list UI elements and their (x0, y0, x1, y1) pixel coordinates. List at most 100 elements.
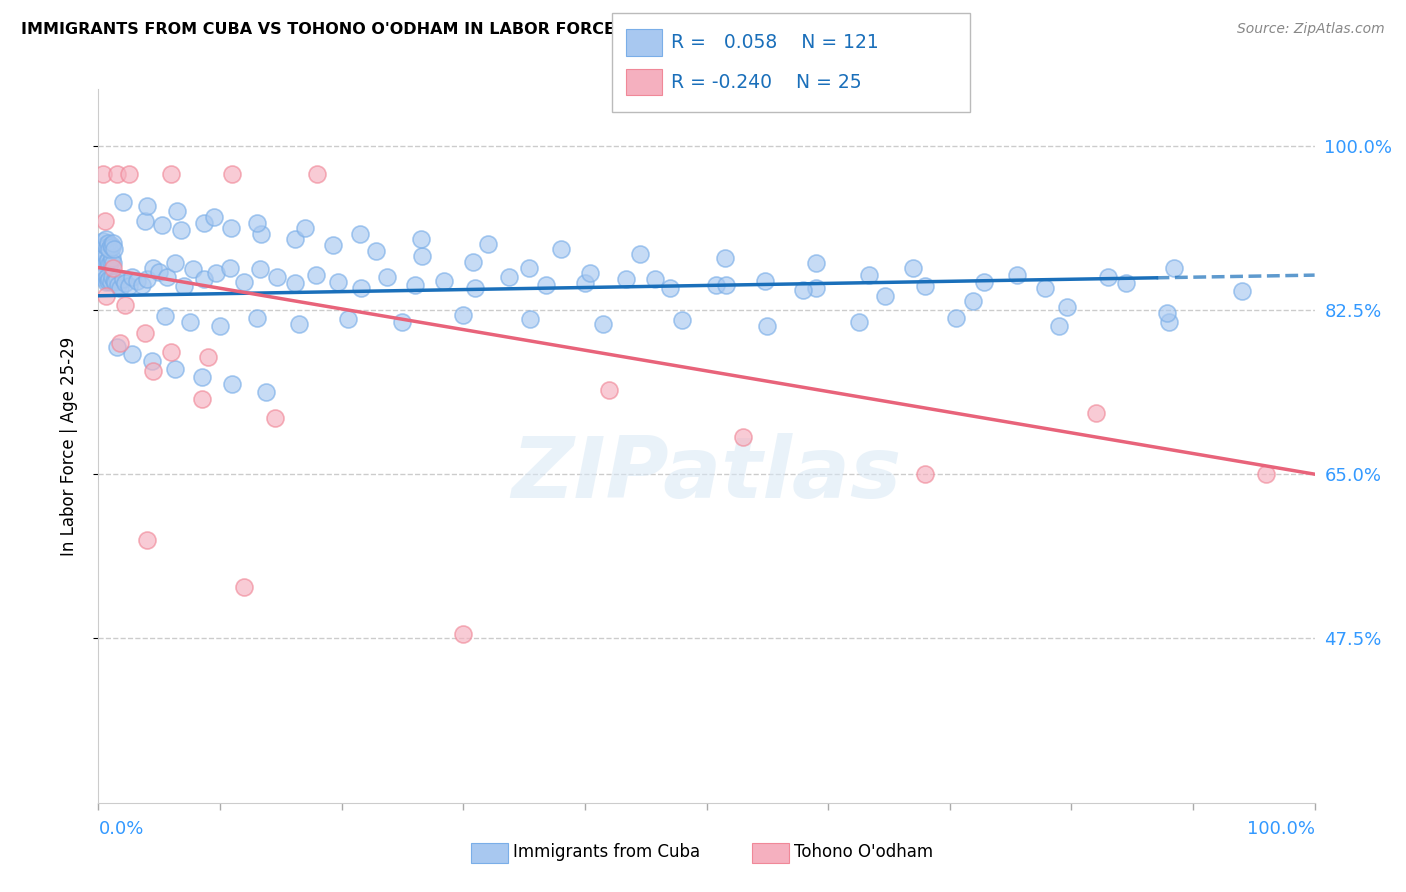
Point (103, 242, 125, 256)
Point (284, 232, 307, 246)
Point (96, 240, 118, 254)
Text: Tohono O'odham: Tohono O'odham (794, 843, 934, 861)
Point (209, 318, 232, 333)
Point (659, 281, 682, 295)
Point (94, 249, 117, 263)
Point (93, 213, 115, 227)
Point (305, 268, 328, 282)
Point (498, 270, 520, 285)
Point (118, 279, 141, 293)
Point (160, 167, 183, 181)
Point (409, 232, 432, 246)
Text: Source: ZipAtlas.com: Source: ZipAtlas.com (1237, 22, 1385, 37)
Point (375, 270, 398, 285)
Point (756, 318, 779, 333)
Point (858, 268, 880, 282)
Point (1254, 467, 1277, 482)
Point (1005, 268, 1028, 282)
Point (614, 272, 637, 286)
Point (461, 255, 484, 269)
Point (148, 265, 170, 279)
Point (105, 167, 128, 181)
Point (1033, 281, 1056, 295)
Point (97, 236, 120, 251)
Point (1115, 276, 1137, 290)
Point (94, 232, 117, 246)
Point (477, 237, 499, 252)
Point (103, 274, 125, 288)
Point (534, 277, 557, 292)
Text: IMMIGRANTS FROM CUBA VS TOHONO O'ODHAM IN LABOR FORCE | AGE 25-29 CORRELATION CH: IMMIGRANTS FROM CUBA VS TOHONO O'ODHAM I… (21, 22, 922, 38)
Point (1097, 270, 1119, 285)
Point (284, 276, 307, 290)
Point (179, 315, 201, 329)
Point (173, 279, 195, 293)
Point (142, 364, 165, 378)
Point (254, 384, 277, 399)
Point (848, 315, 870, 329)
Point (191, 369, 214, 384)
Point (163, 256, 186, 270)
Point (100, 238, 122, 252)
Point (1047, 318, 1070, 333)
Point (350, 281, 373, 295)
Point (111, 194, 134, 209)
Point (100, 255, 122, 269)
Point (114, 276, 136, 290)
Point (111, 272, 134, 286)
Point (754, 274, 776, 288)
Point (592, 317, 614, 331)
Point (218, 260, 240, 275)
Point (136, 199, 159, 213)
Point (131, 277, 153, 292)
Point (101, 270, 124, 285)
Point (155, 310, 177, 324)
Point (127, 274, 149, 288)
Point (136, 272, 159, 286)
Point (903, 260, 925, 275)
Point (233, 275, 256, 289)
Point (792, 283, 814, 297)
Point (98, 272, 121, 286)
Point (973, 275, 995, 289)
Point (294, 221, 316, 235)
Point (322, 238, 344, 252)
Point (91, 268, 114, 282)
Point (170, 223, 193, 237)
Point (1156, 306, 1178, 320)
Y-axis label: In Labor Force | Age 25-29: In Labor Force | Age 25-29 (59, 336, 77, 556)
Point (628, 246, 651, 260)
Point (163, 362, 186, 376)
Point (101, 256, 124, 270)
Text: 0.0%: 0.0% (98, 820, 143, 838)
Point (517, 260, 540, 275)
Point (98, 242, 121, 256)
Point (96, 270, 118, 285)
Point (197, 350, 219, 364)
Point (288, 317, 311, 331)
Point (219, 221, 242, 235)
Point (731, 429, 754, 443)
Point (155, 270, 177, 285)
Point (1163, 260, 1185, 275)
Point (804, 281, 827, 295)
Point (101, 260, 124, 275)
Point (391, 315, 413, 329)
Point (411, 249, 433, 263)
Point (118, 167, 141, 181)
Point (1084, 406, 1107, 420)
Point (134, 326, 156, 341)
Point (114, 298, 136, 312)
Point (193, 272, 215, 286)
Point (550, 242, 572, 256)
Point (104, 275, 127, 289)
Point (110, 281, 132, 295)
Point (94, 289, 117, 303)
Text: ZIPatlas: ZIPatlas (512, 433, 901, 516)
Point (875, 289, 897, 303)
Point (202, 210, 225, 224)
Point (326, 275, 349, 289)
Text: Immigrants from Cuba: Immigrants from Cuba (513, 843, 700, 861)
Point (945, 311, 967, 326)
Point (101, 236, 124, 251)
